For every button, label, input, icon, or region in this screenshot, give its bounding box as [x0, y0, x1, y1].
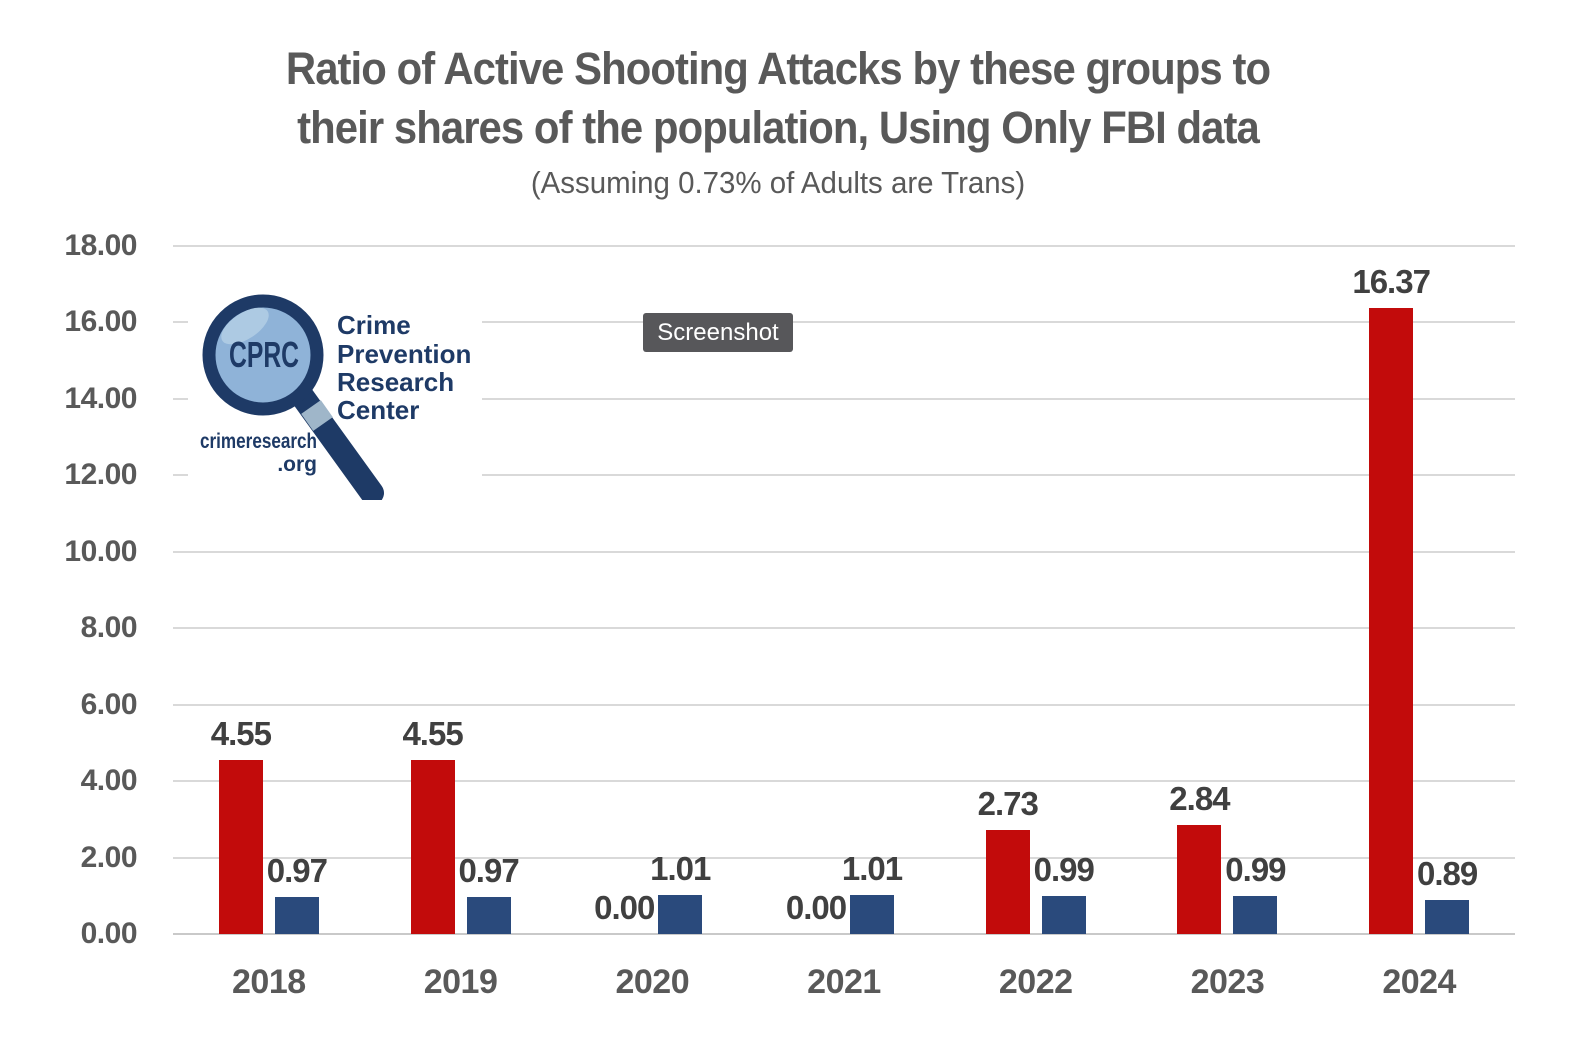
logo-url-line-2: .org — [277, 453, 317, 476]
logo-org-line-2: Prevention — [337, 339, 471, 369]
bar-blue-2024 — [1425, 899, 1470, 934]
logo-url: crimeresearch .org — [200, 430, 317, 476]
x-axis-label-2024: 2024 — [1382, 963, 1456, 1001]
gridline-4.00 — [173, 780, 1515, 783]
y-axis-label-14.00: 14.00 — [64, 381, 137, 415]
y-axis-label-0.00: 0.00 — [80, 917, 138, 950]
bar-red-2023 — [1177, 825, 1222, 934]
gridline-12.00 — [173, 474, 1515, 477]
data-label-red-2022: 2.73 — [977, 784, 1039, 822]
bar-blue-2023 — [1233, 896, 1278, 934]
data-label-red-2018: 4.55 — [210, 715, 272, 753]
bar-blue-2018 — [274, 896, 319, 934]
data-label-blue-2023: 0.99 — [1225, 851, 1286, 889]
chart-title-line-2: their shares of the population, Using On… — [297, 102, 1260, 153]
screenshot-tooltip: Screenshot — [643, 313, 793, 352]
logo-org-line-3: Research — [337, 367, 454, 397]
data-label-red-2021: 0.00 — [785, 889, 847, 926]
chart-title-line-1: Ratio of Active Shooting Attacks by thes… — [285, 43, 1271, 94]
magnifying-glass-icon: CPRC — [202, 294, 384, 500]
y-axis-label-2.00: 2.00 — [80, 840, 138, 874]
bar-blue-2020 — [658, 895, 703, 934]
logo-org-name: Crime Prevention Research Center — [337, 310, 471, 425]
bar-red-2018 — [218, 760, 263, 934]
gridline-0.00 — [173, 933, 1515, 935]
data-label-blue-2018: 0.97 — [266, 851, 328, 889]
gridline-2.00 — [173, 856, 1515, 859]
chart-subtitle: (Assuming 0.73% of Adults are Trans) — [530, 165, 1026, 200]
y-axis-label-6.00: 6.00 — [80, 687, 138, 721]
x-axis-label-2023: 2023 — [1190, 963, 1265, 1001]
y-axis-label-12.00: 12.00 — [64, 458, 137, 492]
logo-acronym: CPRC — [229, 334, 299, 375]
bar-red-2022 — [985, 829, 1030, 934]
x-axis-label-2018: 2018 — [232, 963, 306, 1001]
data-label-blue-2020: 1.01 — [650, 850, 711, 888]
bar-blue-2022 — [1041, 896, 1086, 934]
screenshot-tooltip-label: Screenshot — [657, 318, 779, 346]
x-axis-label-2022: 2022 — [998, 963, 1073, 1001]
gridline-18.00 — [173, 245, 1515, 247]
y-axis-label-16.00: 16.00 — [64, 305, 137, 339]
y-axis-label-18.00: 18.00 — [64, 229, 137, 262]
cprc-logo-graphic: CPRC Crime Prevention Research Center cr… — [200, 294, 471, 500]
data-label-blue-2021: 1.01 — [841, 850, 903, 888]
logo-org-line-1: Crime — [337, 310, 411, 340]
cprc-logo: CPRC Crime Prevention Research Center cr… — [188, 278, 482, 500]
y-axis-label-4.00: 4.00 — [80, 764, 138, 798]
logo-url-line-1: crimeresearch — [200, 430, 317, 453]
logo-org-line-4: Center — [337, 395, 419, 425]
data-label-red-2023: 2.84 — [1169, 780, 1230, 818]
data-label-blue-2024: 0.89 — [1417, 854, 1478, 892]
bar-blue-2019 — [466, 896, 511, 934]
gridline-6.00 — [173, 703, 1515, 706]
y-axis-label-8.00: 8.00 — [80, 611, 138, 645]
bar-blue-2021 — [850, 895, 894, 934]
data-label-red-2019: 4.55 — [402, 715, 463, 753]
gridline-10.00 — [173, 550, 1515, 553]
bar-red-2024 — [1369, 308, 1414, 934]
gridline-14.00 — [173, 397, 1515, 400]
bar-red-2019 — [410, 760, 455, 934]
data-label-red-2020: 0.00 — [594, 889, 655, 926]
x-axis-label-2019: 2019 — [423, 963, 498, 1001]
y-axis-label-10.00: 10.00 — [64, 534, 137, 568]
data-label-blue-2019: 0.97 — [458, 851, 519, 889]
gridline-16.00 — [173, 321, 1515, 324]
data-label-red-2024: 16.37 — [1352, 263, 1431, 301]
x-axis-label-2020: 2020 — [615, 963, 690, 1001]
gridline-8.00 — [173, 627, 1515, 630]
data-label-blue-2022: 0.99 — [1033, 851, 1095, 889]
x-axis-label-2021: 2021 — [807, 963, 881, 1001]
